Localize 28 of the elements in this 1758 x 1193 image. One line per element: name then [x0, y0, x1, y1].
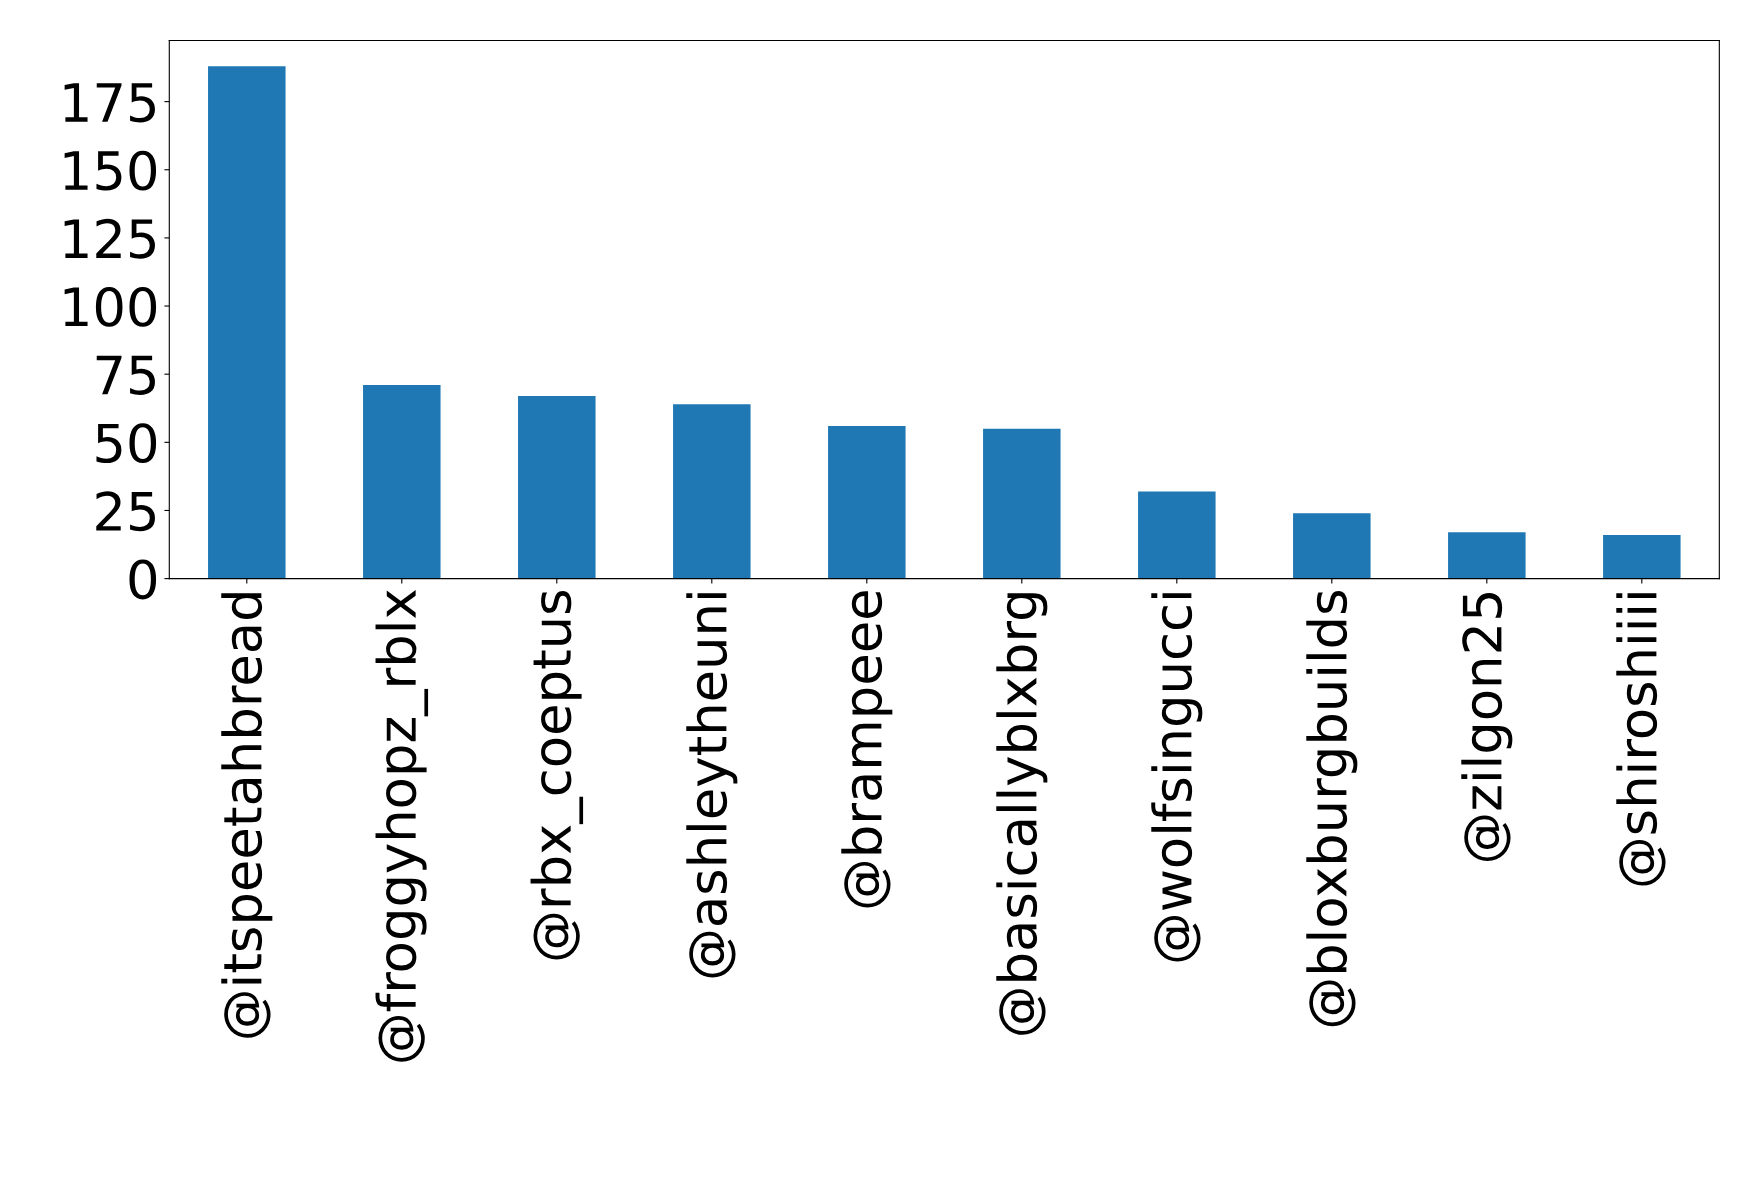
y-tick-label: 125 — [64, 218, 155, 259]
x-tick-label: @wolfsingucci — [1151, 593, 1203, 962]
bar — [1293, 513, 1371, 579]
x-tick-label: @bloxburgbuilds — [1306, 590, 1358, 1027]
bar — [1138, 491, 1216, 579]
bar — [208, 66, 286, 579]
y-tick-label: 175 — [64, 83, 155, 123]
y-tick-label: 150 — [64, 150, 157, 191]
x-tick-label: @shiroshiiii — [1616, 593, 1666, 886]
x-tick-label: @froggyhopz_rblx — [375, 590, 429, 1062]
y-tick-label: 75 — [96, 355, 155, 395]
y-tick-label: 100 — [64, 286, 157, 327]
x-tick-label: @zilgon25 — [1461, 592, 1513, 862]
x-tick-label: @ashleytheuni — [686, 593, 738, 978]
x-tick-label: @itspeetahbread — [221, 593, 273, 1038]
x-tick-label: @brampeee — [841, 591, 893, 908]
y-tick-label: 25 — [96, 491, 155, 532]
bar — [673, 404, 751, 579]
bar — [518, 395, 596, 579]
bar — [828, 425, 906, 579]
y-tick-label: 50 — [96, 423, 157, 464]
x-tick-label: @basicallyblxbrg — [996, 593, 1048, 1035]
bar — [1603, 534, 1681, 579]
y-tick-label: 0 — [129, 559, 157, 600]
x-tick-label: @rbx_coeptus — [530, 590, 584, 960]
bar — [983, 428, 1061, 579]
bar — [363, 385, 441, 579]
bar — [1448, 532, 1526, 579]
